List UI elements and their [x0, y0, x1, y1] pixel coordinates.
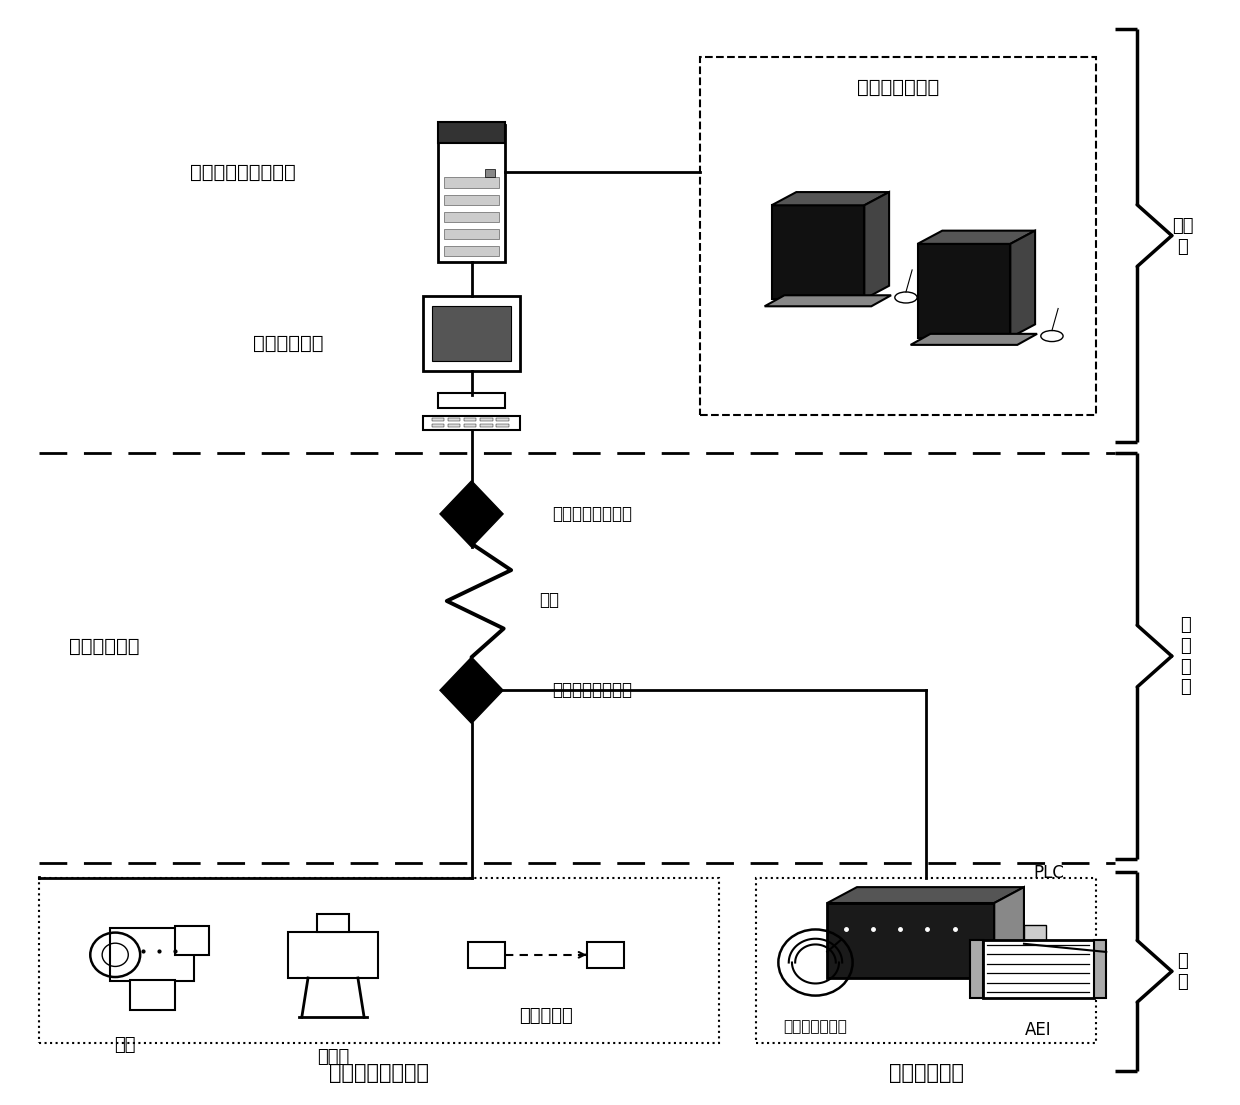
Bar: [175, 926, 210, 955]
Bar: [982, 940, 1094, 998]
Bar: [496, 423, 508, 427]
Polygon shape: [827, 887, 1024, 903]
Bar: [485, 169, 495, 178]
Bar: [918, 244, 1011, 337]
Polygon shape: [864, 192, 889, 299]
Text: 相机: 相机: [114, 1035, 136, 1054]
Text: 光电传感器: 光电传感器: [518, 1007, 573, 1024]
Bar: [1094, 940, 1106, 998]
Bar: [438, 125, 505, 262]
Bar: [756, 877, 1096, 1043]
Bar: [444, 229, 498, 239]
Polygon shape: [765, 295, 892, 306]
Polygon shape: [440, 481, 503, 547]
Bar: [444, 212, 498, 222]
Polygon shape: [1011, 231, 1035, 337]
Text: 车轮轴位传感器: 车轮轴位传感器: [784, 1019, 847, 1034]
Text: 数据分析单元: 数据分析单元: [253, 334, 324, 352]
Text: PLC: PLC: [1034, 864, 1065, 882]
Text: 数据存储与发布单元: 数据存储与发布单元: [190, 162, 295, 181]
Bar: [444, 246, 498, 256]
Text: 光纤: 光纤: [539, 591, 559, 610]
Bar: [289, 932, 377, 978]
Text: AEI: AEI: [1025, 1021, 1052, 1039]
Bar: [448, 418, 460, 421]
Bar: [587, 941, 624, 968]
Bar: [480, 418, 492, 421]
Polygon shape: [771, 192, 889, 206]
Text: 工业以太网交换机: 工业以太网交换机: [552, 505, 632, 523]
Text: 工业以太网交换机: 工业以太网交换机: [552, 682, 632, 699]
Bar: [970, 940, 982, 998]
Polygon shape: [918, 231, 1035, 244]
Text: 隧
道: 隧 道: [1178, 951, 1188, 991]
Bar: [130, 980, 175, 1010]
Bar: [771, 206, 864, 299]
Bar: [444, 194, 498, 206]
Bar: [423, 415, 520, 430]
Bar: [423, 296, 520, 370]
Bar: [432, 423, 444, 427]
Bar: [432, 418, 444, 421]
Polygon shape: [994, 887, 1024, 978]
Text: 远程传输单元: 远程传输单元: [69, 636, 140, 655]
Bar: [444, 178, 498, 188]
Text: 闪光灯: 闪光灯: [317, 1048, 350, 1065]
Polygon shape: [440, 657, 503, 724]
Bar: [464, 423, 476, 427]
Bar: [464, 418, 476, 421]
Bar: [438, 392, 505, 408]
Bar: [480, 423, 492, 427]
Bar: [317, 914, 348, 932]
Bar: [827, 903, 994, 978]
Bar: [448, 423, 460, 427]
Text: 现场数据采集单元: 现场数据采集单元: [329, 1063, 429, 1083]
Bar: [701, 56, 1096, 414]
Ellipse shape: [895, 292, 918, 303]
Bar: [110, 928, 195, 981]
Bar: [496, 418, 508, 421]
Text: 远
程
传
输: 远 程 传 输: [1180, 615, 1190, 696]
Ellipse shape: [1040, 330, 1063, 341]
Text: 客户端访问单元: 客户端访问单元: [857, 77, 940, 97]
Text: 设备
房: 设备 房: [1172, 217, 1194, 255]
Bar: [38, 877, 719, 1043]
Polygon shape: [910, 334, 1037, 345]
Bar: [432, 306, 511, 360]
Bar: [1024, 926, 1047, 959]
Bar: [438, 123, 505, 144]
Bar: [467, 941, 505, 968]
Text: 现场控制单元: 现场控制单元: [889, 1063, 963, 1083]
